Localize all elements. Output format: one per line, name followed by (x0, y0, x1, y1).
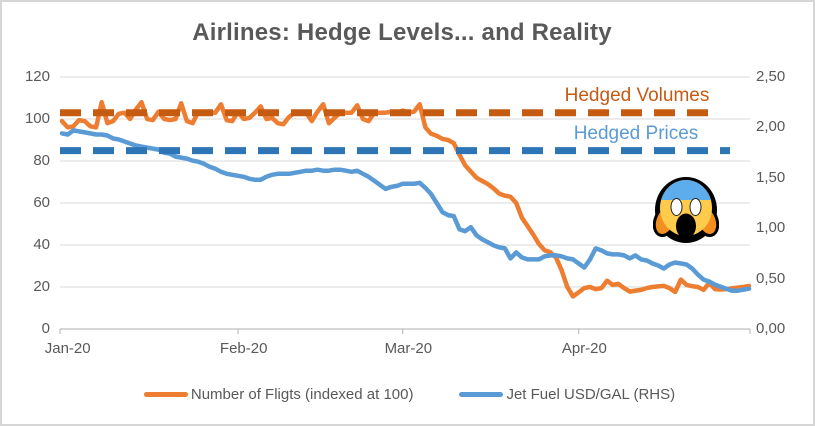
y-tick-label-left: 60 (33, 194, 50, 211)
jetfuel-legend-swatch (459, 392, 504, 397)
y-tick-label-left: 20 (33, 278, 50, 295)
x-tick-label: Apr-20 (561, 340, 607, 357)
emoji-mouth (676, 213, 696, 239)
y-tick-label-right: 1,50 (756, 168, 786, 186)
y-tick-label-left: 120 (24, 68, 50, 85)
x-tick-label: Mar-20 (384, 340, 433, 357)
x-tick-label: Jan-20 (44, 340, 91, 357)
y-tick-label-left: 100 (24, 110, 50, 127)
y-tick-label-right: 0,00 (756, 320, 786, 337)
flights-legend-swatch (143, 392, 188, 397)
legend-item-jetfuel: Jet Fuel USD/GAL (RHS) (459, 386, 675, 403)
y-tick-label-right: 2,00 (756, 118, 786, 136)
emoji-left-eye (670, 198, 683, 216)
chart-title: Airlines: Hedge Levels... and Reality (192, 19, 612, 46)
y-tick-label-right: 2,50 (756, 68, 786, 85)
screaming-face-emoji (653, 177, 719, 243)
legend-item-flights: Number of Fligts (indexed at 100) (143, 386, 414, 403)
x-tick-label: Feb-20 (219, 340, 268, 357)
y-tick-label-right: 0,50 (756, 269, 786, 287)
hedged-prices-label: Hedged Prices (573, 123, 699, 144)
y-tick-label-left: 40 (33, 236, 50, 253)
hedged-volumes-label: Hedged Volumes (564, 85, 710, 106)
jetfuel-series-line (59, 128, 752, 293)
emoji-right-eye (689, 198, 702, 216)
jetfuel-legend-label: Jet Fuel USD/GAL (RHS) (506, 386, 676, 403)
y-tick-label-left: 0 (41, 320, 50, 337)
y-tick-label-right: 1,00 (756, 219, 786, 237)
emoji-blue-top (660, 180, 712, 200)
flights-legend-label: Number of Fligts (indexed at 100) (190, 386, 414, 403)
legend: Number of Fligts (indexed at 100) Jet Fu… (2, 386, 813, 403)
y-tick-label-left: 80 (33, 152, 50, 169)
